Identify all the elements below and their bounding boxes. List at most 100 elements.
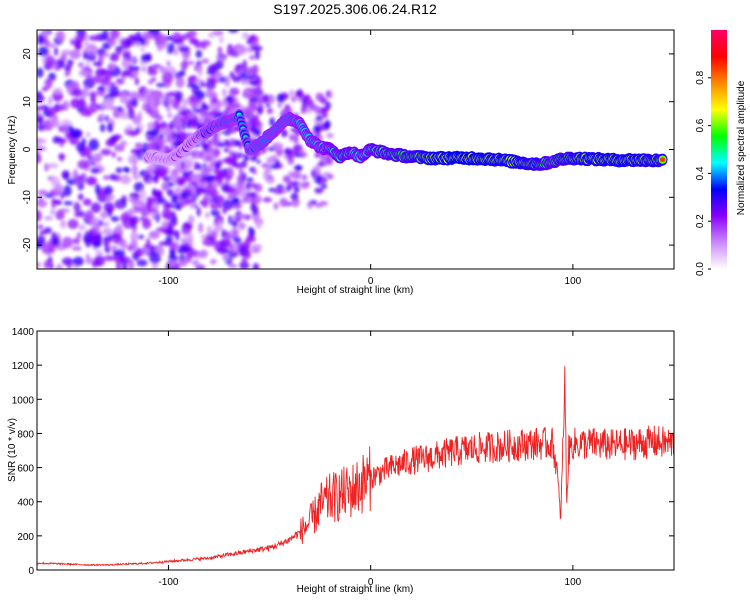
spectrogram-cell xyxy=(91,153,103,159)
spectrogram-cell xyxy=(130,71,139,77)
spectrogram-cell xyxy=(54,184,64,193)
snr-xtick-label: -100 xyxy=(158,577,178,588)
spectrogram-cell xyxy=(140,216,145,221)
spectrogram-cell xyxy=(39,230,48,235)
spectrogram-cell xyxy=(170,259,175,269)
spectrogram-cell xyxy=(187,214,195,224)
spectrogram-cell xyxy=(104,254,114,262)
spectrogram-cell xyxy=(60,49,73,56)
spectrogram-cell xyxy=(149,251,161,264)
spectrogram-cell xyxy=(290,96,297,103)
snr-xtick-label: 0 xyxy=(368,577,374,588)
spectrogram-cell xyxy=(233,236,242,244)
spectrogram-cell xyxy=(173,119,182,128)
snr-ytick-label: 1000 xyxy=(12,395,35,406)
spectrogram-cell xyxy=(238,152,243,159)
spectrogram-cell xyxy=(60,119,73,127)
spectrogram-cell xyxy=(131,164,138,177)
spectrogram-ylabel: Frequency (Hz) xyxy=(7,116,18,185)
spectrogram-cell xyxy=(73,168,78,178)
spectrogram-cell xyxy=(244,74,256,80)
spectrogram-cell xyxy=(128,259,135,269)
spectrogram-cell xyxy=(224,75,230,88)
spectrogram-cell xyxy=(52,236,61,247)
spectrogram-cell xyxy=(120,38,132,50)
spectrogram-cell xyxy=(191,101,198,111)
spectrogram-cell xyxy=(195,49,203,59)
spectrogram-cell xyxy=(151,188,157,197)
spectrogram-cell xyxy=(123,167,131,173)
spectrogram-xtick-label: -100 xyxy=(158,276,178,287)
spectrogram-cell xyxy=(214,174,221,182)
spectrogram-cell xyxy=(222,254,231,262)
spectrogram-cell xyxy=(107,122,114,133)
spectrogram-cell xyxy=(229,243,235,254)
spectrogram-cell xyxy=(199,249,208,259)
spectrogram-cell xyxy=(197,66,203,77)
spectrogram-cell xyxy=(201,58,210,64)
spectrogram-cell xyxy=(183,221,193,230)
spectrogram-cell xyxy=(237,213,248,219)
spectrogram-cell xyxy=(189,201,197,209)
spectrogram-cell xyxy=(246,177,254,183)
spectrogram-cell xyxy=(289,133,294,142)
spectrogram-cell xyxy=(289,89,294,97)
spectrogram-cell xyxy=(92,75,104,84)
spectrogram-cell xyxy=(63,123,69,134)
spectrogram-cell xyxy=(245,66,255,77)
spectrogram-cell xyxy=(191,259,200,266)
spectrogram-cell xyxy=(178,47,190,52)
spectrogram-cell xyxy=(322,172,332,177)
spectrogram-cell xyxy=(239,261,250,269)
spectrogram-cell xyxy=(178,259,188,267)
spectrogram-cell xyxy=(206,175,214,185)
spectrogram-cell xyxy=(168,253,178,263)
colorbar-label: Normalized spectral amplitude xyxy=(736,80,747,215)
spectrogram-cell xyxy=(45,55,55,66)
spectrogram-cell xyxy=(250,182,258,189)
spectrogram-cell xyxy=(78,224,86,231)
spectrogram-cell xyxy=(91,224,100,235)
spectrogram-cell xyxy=(270,164,278,170)
spectrogram-cell xyxy=(164,127,171,137)
spectrogram-cell xyxy=(231,228,239,238)
spectrogram-cell xyxy=(74,211,81,218)
spectrogram-cell xyxy=(248,97,259,103)
spectrogram-xtick-label: 0 xyxy=(368,276,374,287)
spectrogram-cell xyxy=(43,39,51,45)
spectrogram-cell xyxy=(119,92,129,104)
spectrogram-cell xyxy=(137,234,145,240)
spectrogram-cell xyxy=(42,30,49,39)
spectrogram-cell xyxy=(48,263,54,269)
spectrogram-cell xyxy=(232,196,241,206)
spectrogram-cell xyxy=(169,241,180,250)
spectrogram-cell xyxy=(37,110,41,118)
spectrogram-cell xyxy=(299,175,306,181)
spectrogram-cell xyxy=(184,198,192,205)
spectrogram-cell xyxy=(50,208,56,216)
spectrogram-cell xyxy=(47,96,53,106)
spectrogram-cell xyxy=(61,170,70,180)
spectrogram-cell xyxy=(265,103,271,108)
spectrogram-cell xyxy=(90,202,102,214)
snr-ytick-label: 600 xyxy=(17,464,34,475)
spectrogram-cell xyxy=(73,201,80,211)
spectrogram-cell xyxy=(205,147,216,157)
spectrogram-cell xyxy=(148,30,160,36)
spectrogram-cell xyxy=(211,30,224,36)
spectrogram-cell xyxy=(187,232,194,243)
spectrogram-cell xyxy=(183,158,194,168)
spectrogram-cell xyxy=(110,216,120,222)
spectrogram-cell xyxy=(120,71,128,78)
spectrogram-cell xyxy=(146,130,157,136)
spectrogram-cell xyxy=(293,185,300,193)
spectrogram-cell xyxy=(203,197,208,207)
spectrogram-cell xyxy=(37,235,46,246)
spectrogram-cell xyxy=(72,237,81,245)
spectrogram-cell xyxy=(37,151,41,163)
spectrogram-cell xyxy=(78,69,91,77)
snr-ylabel: SNR (10 * v/v) xyxy=(7,418,18,482)
spectrogram-cell xyxy=(166,105,171,113)
spectrogram-cell xyxy=(133,181,145,193)
